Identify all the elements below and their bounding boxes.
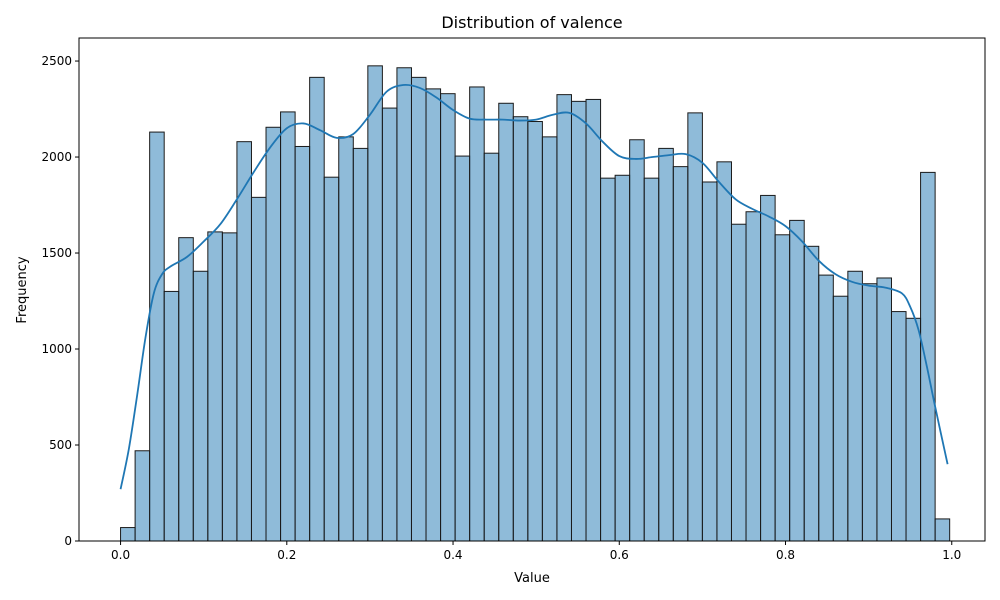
histogram-bar [614, 174, 631, 542]
histogram-bar [658, 147, 674, 542]
histogram-bar [920, 171, 936, 542]
histogram-bar [803, 245, 820, 542]
y-tick-label: 2000 [41, 150, 72, 164]
y-axis-label: Frequency [15, 256, 30, 323]
x-axis-label: Value [514, 571, 550, 586]
histogram-bar [745, 211, 762, 542]
x-tick-label: 0.2 [277, 548, 296, 562]
histogram-bar [730, 223, 747, 542]
histogram-bar [760, 194, 776, 542]
histogram-bar [352, 147, 369, 542]
histogram-bar [789, 219, 805, 542]
x-tick-label: 0.0 [111, 548, 130, 562]
histogram-bar [890, 311, 907, 542]
histogram-bar [250, 196, 267, 542]
histogram-bar [570, 100, 587, 542]
x-tick-label: 0.8 [776, 548, 795, 562]
histogram-bar [643, 177, 660, 542]
histogram-bar [425, 88, 442, 542]
histogram-bar [149, 131, 165, 542]
histogram-bar [309, 76, 325, 542]
histogram-bar [847, 270, 863, 542]
histogram-bar [687, 112, 703, 542]
histogram-bar [861, 283, 878, 542]
histogram-bar [221, 232, 238, 542]
y-tick-label: 1500 [41, 246, 72, 260]
histogram-bar [600, 177, 616, 542]
chart-title: Distribution of valence [441, 13, 622, 32]
histogram-bar [381, 107, 398, 542]
histogram-bar [338, 136, 354, 542]
histogram-bar [367, 65, 383, 542]
histogram-bar [207, 231, 223, 542]
y-tick-label: 500 [49, 438, 72, 452]
histogram-bar [440, 93, 456, 542]
y-axis-ticks: 0 500 1000 1500 2000 2500 [41, 54, 79, 548]
histogram-bar [236, 141, 252, 542]
histogram-bars [120, 65, 951, 542]
histogram-bar [294, 145, 311, 542]
histogram-bar [469, 86, 485, 542]
histogram-bar [178, 237, 194, 542]
histogram-bar [832, 295, 849, 542]
histogram-bar [192, 270, 209, 542]
histogram-bar [556, 94, 572, 542]
kde-curve [119, 83, 949, 490]
x-axis-ticks: 0.0 0.2 0.4 0.6 0.8 1.0 [111, 541, 961, 562]
histogram-bar [876, 277, 892, 542]
histogram-bar [701, 181, 718, 542]
histogram-bar [454, 155, 471, 542]
histogram-bar [163, 290, 180, 542]
histogram-bar [934, 518, 951, 542]
histogram-bar [396, 67, 412, 542]
histogram-bar [585, 98, 602, 542]
y-tick-label: 0 [64, 534, 72, 548]
histogram-bar [280, 111, 296, 542]
histogram-bar [672, 166, 689, 542]
plot-frame [78, 37, 986, 542]
histogram-bar [512, 116, 529, 542]
y-tick-label: 2500 [41, 54, 72, 68]
histogram-bar [483, 152, 500, 542]
histogram-bar [629, 139, 645, 542]
histogram-bar [541, 136, 558, 542]
histogram-bar [527, 121, 543, 542]
x-tick-label: 1.0 [942, 548, 961, 562]
histogram-bar [410, 76, 427, 542]
histogram-bar [134, 450, 151, 542]
histogram-bar [323, 176, 340, 542]
x-tick-label: 0.4 [443, 548, 462, 562]
histogram-bar [905, 317, 922, 542]
histogram-bar [716, 161, 732, 542]
histogram-bar [774, 234, 791, 542]
histogram-bar [265, 126, 282, 542]
histogram-bar [498, 102, 514, 542]
y-tick-label: 1000 [41, 342, 72, 356]
histogram-bar [120, 527, 136, 542]
x-tick-label: 0.6 [610, 548, 629, 562]
histogram-bar [818, 274, 834, 542]
